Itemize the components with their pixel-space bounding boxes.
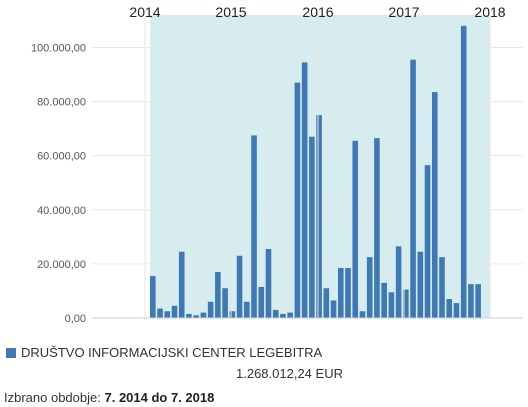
bar[interactable] [236, 255, 243, 318]
y-tick-label: 0,00 [65, 313, 86, 325]
y-tick-label: 80.000,00 [37, 97, 86, 109]
bar[interactable] [229, 311, 236, 318]
y-tick-label: 40.000,00 [37, 205, 86, 217]
y-tick-label: 20.000,00 [37, 259, 86, 271]
bar[interactable] [374, 138, 380, 318]
selected-period: Izbrano obdobje: 7. 2014 do 7. 2018 [4, 390, 214, 405]
bar[interactable] [272, 309, 279, 318]
bar[interactable] [222, 288, 228, 318]
year-label: 2018 [474, 4, 505, 20]
bar[interactable] [287, 312, 293, 318]
legend-label: DRUŠTVO INFORMACIJSKI CENTER LEGEBITRA [21, 345, 323, 360]
bar[interactable] [316, 115, 322, 318]
bar[interactable] [453, 303, 460, 318]
bar[interactable] [258, 286, 265, 318]
bar[interactable] [164, 311, 171, 318]
bar[interactable] [417, 251, 424, 318]
bar[interactable] [460, 25, 467, 318]
year-label: 2017 [388, 4, 419, 20]
bar[interactable] [403, 289, 409, 318]
bar-chart: 0,00 20.000,00 40.000,00 60.000,00 80.000,00… [31, 4, 523, 325]
bar[interactable] [178, 251, 185, 318]
bar[interactable] [381, 282, 387, 318]
y-tick-label: 100.000,00 [31, 42, 86, 54]
bar[interactable] [439, 257, 445, 318]
bar[interactable] [301, 62, 308, 319]
bar[interactable] [309, 136, 315, 318]
bar[interactable] [352, 140, 359, 318]
bar[interactable] [251, 135, 257, 318]
bar[interactable] [330, 300, 337, 318]
bar[interactable] [280, 313, 286, 318]
period-value: 7. 2014 do 7. 2018 [104, 390, 215, 405]
bar[interactable] [207, 301, 214, 318]
bar[interactable] [366, 257, 373, 318]
bar[interactable] [186, 313, 192, 318]
bar[interactable] [345, 267, 351, 318]
y-tick-label: 60.000,00 [37, 151, 86, 163]
bar[interactable] [294, 82, 301, 318]
year-label: 2014 [129, 4, 160, 20]
bar[interactable] [193, 315, 199, 318]
bar[interactable] [243, 301, 250, 318]
bar[interactable] [431, 92, 438, 318]
bar[interactable] [359, 311, 366, 318]
legend-swatch [6, 347, 16, 358]
bar[interactable] [265, 249, 272, 318]
bar[interactable] [157, 308, 163, 318]
bar[interactable] [475, 284, 481, 318]
period-label: Izbrano obdobje: [4, 390, 101, 405]
legend[interactable]: DRUŠTVO INFORMACIJSKI CENTER LEGEBITRA [6, 345, 322, 360]
bar[interactable] [468, 284, 474, 318]
bar[interactable] [323, 288, 330, 318]
bar[interactable] [424, 165, 431, 318]
bar[interactable] [446, 299, 453, 318]
bar[interactable] [171, 305, 178, 318]
bar[interactable] [388, 292, 395, 318]
bar[interactable] [395, 246, 402, 318]
bar[interactable] [337, 267, 344, 318]
year-label: 2015 [215, 4, 246, 20]
bar[interactable] [200, 312, 207, 318]
total-amount: 1.268.012,24 EUR [236, 366, 343, 381]
bar[interactable] [410, 59, 416, 318]
bar[interactable] [215, 272, 221, 318]
bar[interactable] [150, 276, 156, 318]
year-label: 2016 [302, 4, 333, 20]
